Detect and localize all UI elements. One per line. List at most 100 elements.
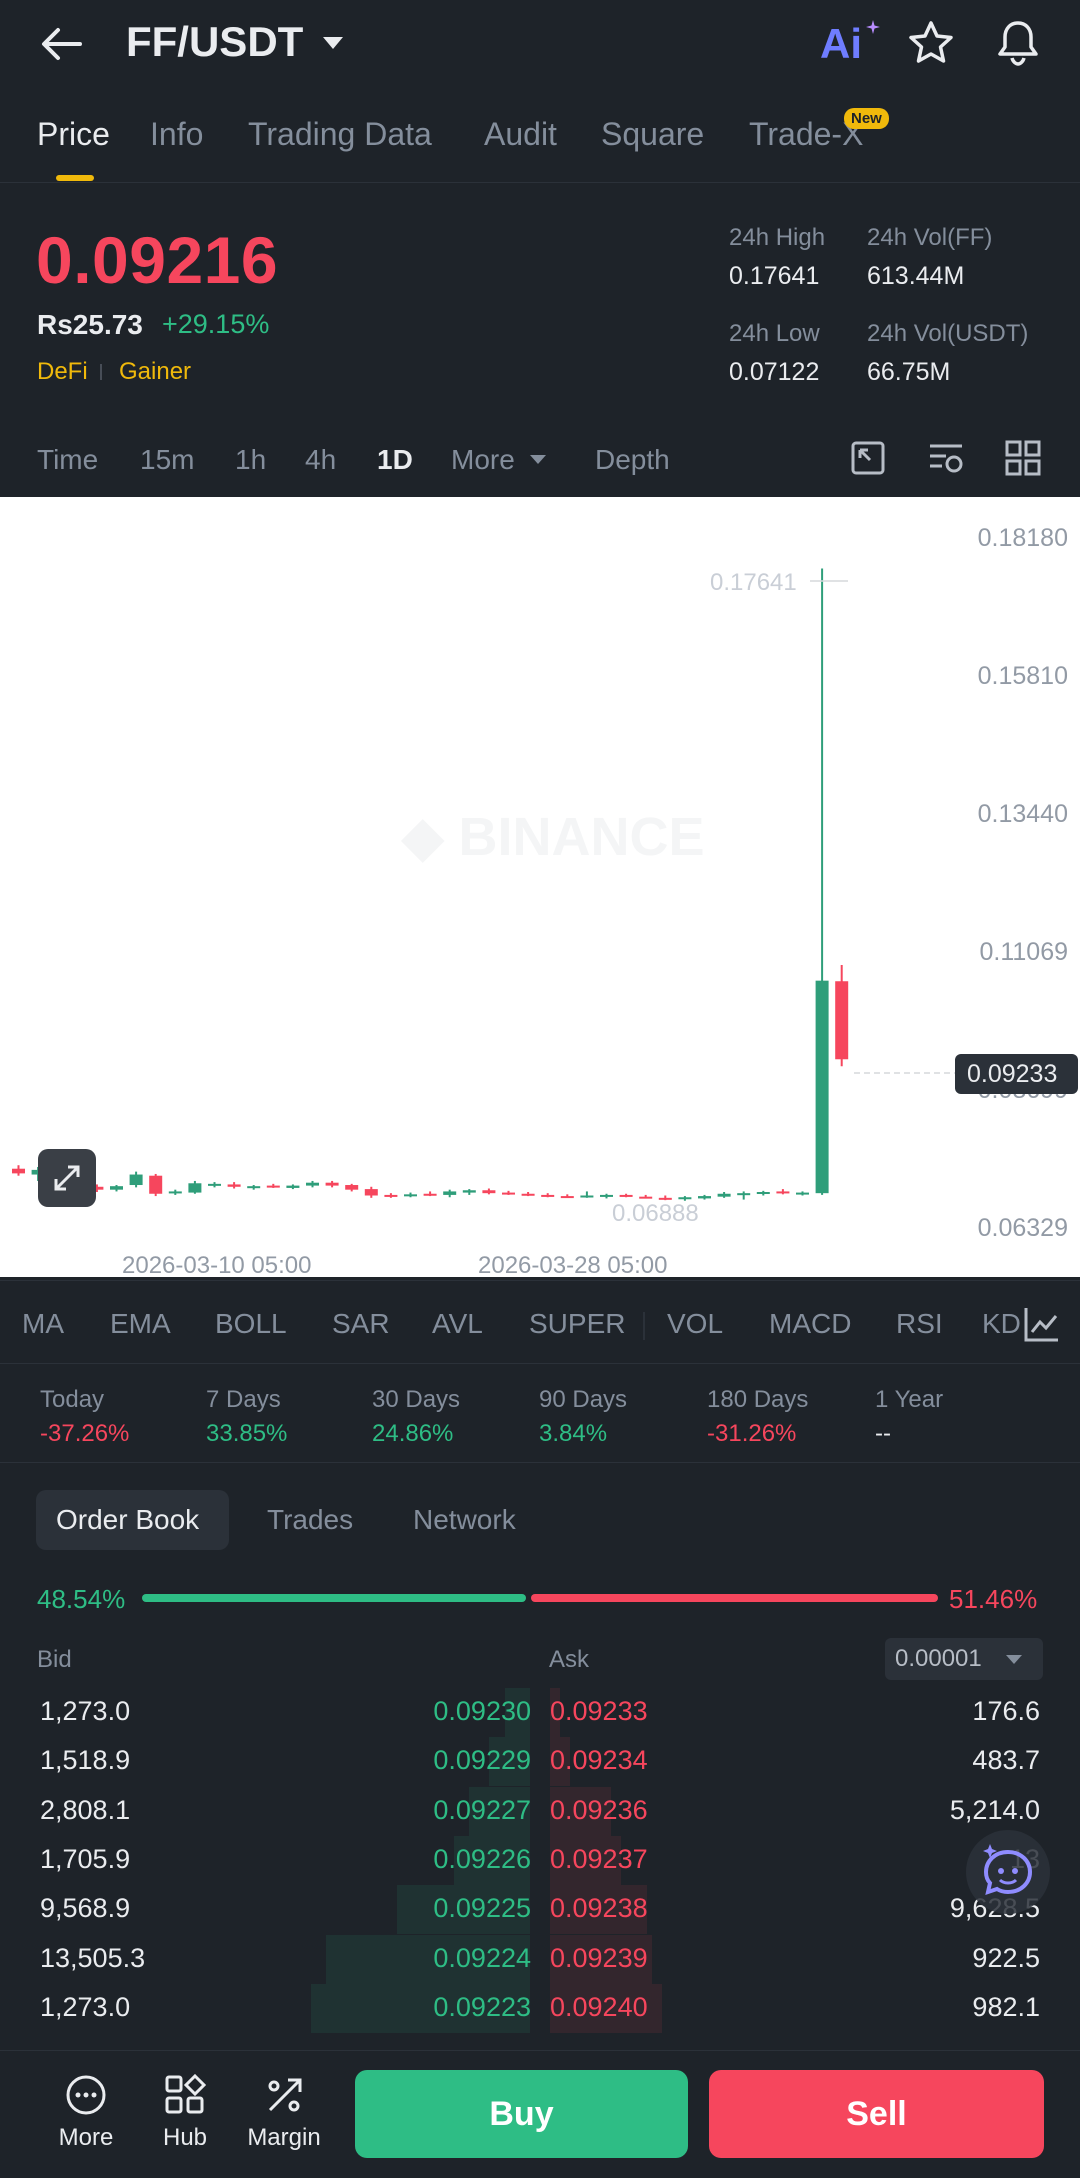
bid-price[interactable]: 0.09224 (433, 1942, 531, 1973)
precision-dropdown-icon (1006, 1655, 1022, 1664)
nav-more-label[interactable]: More (58, 2124, 114, 2151)
tab-order-book[interactable]: Order Book (56, 1504, 200, 1535)
indicator-boll[interactable]: BOLL (215, 1308, 287, 1339)
margin-icon[interactable] (264, 2074, 306, 2116)
perf-30d-label: 30 Days (372, 1386, 461, 1413)
candle-body (110, 1186, 123, 1190)
nav-hub-label[interactable]: Hub (162, 2124, 208, 2151)
more-icon[interactable] (65, 2074, 107, 2116)
back-arrow-icon[interactable] (40, 24, 84, 64)
pair-dropdown-icon[interactable] (322, 36, 344, 50)
candle-body (188, 1183, 202, 1193)
ask-price[interactable]: 0.09240 (550, 1991, 648, 2022)
indicator-ma[interactable]: MA (22, 1308, 64, 1339)
bid-price[interactable]: 0.09226 (433, 1843, 531, 1874)
orderbook-row[interactable]: 1,518.9 0.09229 0.09234 483.7 (0, 1737, 1080, 1787)
indicator-avl[interactable]: AVL (432, 1308, 483, 1339)
candlestick-chart[interactable]: 0.17641 0.06888 ◆ BINANCE 0.18180 0.15810… (0, 497, 1080, 1279)
bid-price[interactable]: 0.09227 (433, 1794, 531, 1825)
bid-quantity[interactable]: 13,505.3 (40, 1942, 146, 1973)
tab-trading-data[interactable]: Trading Data (248, 116, 432, 152)
bid-quantity[interactable]: 1,273.0 (40, 1696, 131, 1726)
ask-price[interactable]: 0.09233 (550, 1696, 648, 1726)
orderbook-row[interactable]: 1,273.0 0.09223 0.09240 982.1 (0, 1983, 1080, 2033)
buy-button[interactable]: Buy (355, 2070, 688, 2158)
favorite-star-icon[interactable] (908, 20, 954, 64)
candle-body (227, 1184, 241, 1187)
ask-quantity[interactable]: 982.1 (972, 1991, 1040, 2022)
bid-depth-bar (326, 1934, 530, 1984)
ask-quantity[interactable]: 176.6 (972, 1696, 1040, 1726)
current-price-tag: 0.09233 (955, 1054, 1078, 1094)
precision-select[interactable]: 0.00001 (885, 1638, 1043, 1680)
ask-quantity[interactable]: 483.7 (972, 1745, 1040, 1776)
bid-quantity[interactable]: 1,518.9 (40, 1745, 131, 1776)
hub-icon[interactable] (164, 2074, 206, 2116)
bid-price[interactable]: 0.09230 (433, 1696, 531, 1726)
timeframe-15m[interactable]: 15m (140, 444, 195, 475)
ask-quantity[interactable]: 922.5 (972, 1942, 1040, 1973)
pair-title[interactable]: FF/USDT (126, 18, 304, 65)
timeframe-4h[interactable]: 4h (305, 444, 337, 475)
bid-header: Bid (37, 1646, 72, 1673)
tab-info[interactable]: Info (150, 116, 204, 152)
indicator-settings-icon[interactable] (1022, 1304, 1062, 1344)
indicator-super[interactable]: SUPER (529, 1308, 626, 1339)
bid-quantity[interactable]: 9,568.9 (40, 1893, 131, 1924)
ask-quantity[interactable]: 5,214.0 (949, 1794, 1040, 1825)
grid-layout-icon[interactable] (1005, 440, 1041, 476)
orderbook-row[interactable]: 2,808.1 0.09227 0.09236 5,214.0 (0, 1786, 1080, 1836)
tag-defi[interactable]: DeFi (37, 358, 88, 385)
ask-price[interactable]: 0.09239 (550, 1942, 648, 1973)
candle-body (129, 1174, 143, 1186)
bid-quantity[interactable]: 1,273.0 (40, 1991, 131, 2022)
indicator-bar (0, 1280, 1080, 1364)
ask-price[interactable]: 0.09236 (550, 1794, 648, 1825)
candle-body (404, 1194, 417, 1197)
tab-price[interactable]: Price (37, 116, 110, 152)
orderbook-row[interactable]: 1,273.0 0.09230 0.09233 176.6 (0, 1688, 1080, 1737)
indicator-kd[interactable]: KD (982, 1308, 1021, 1339)
bid-quantity[interactable]: 2,808.1 (40, 1794, 131, 1825)
bid-depth-bar (453, 1835, 530, 1885)
indicator-sar[interactable]: SAR (332, 1308, 390, 1339)
bid-price[interactable]: 0.09229 (433, 1745, 531, 1776)
ai-assistant-icon[interactable]: Ai (820, 20, 862, 67)
ask-price[interactable]: 0.09237 (550, 1843, 648, 1874)
notification-bell-icon[interactable] (995, 18, 1041, 66)
bid-quantity[interactable]: 1,705.9 (40, 1843, 131, 1874)
candle-body (796, 1192, 809, 1195)
timeframe-time[interactable]: Time (37, 444, 99, 475)
chart-settings-icon[interactable] (927, 440, 965, 476)
timeframe-more[interactable]: More (451, 444, 515, 475)
indicator-ema[interactable]: EMA (110, 1308, 171, 1339)
tag-gainer[interactable]: Gainer (119, 358, 192, 385)
tab-square[interactable]: Square (601, 116, 705, 152)
ask-price[interactable]: 0.09234 (550, 1745, 648, 1776)
indicator-vol[interactable]: VOL (667, 1308, 724, 1339)
assistant-fab[interactable] (966, 1830, 1050, 1914)
timeframe-1d[interactable]: 1D (377, 444, 413, 475)
tab-audit[interactable]: Audit (484, 116, 557, 152)
timeframe-depth[interactable]: Depth (595, 444, 670, 475)
sell-button[interactable]: Sell (709, 2070, 1044, 2158)
indicator-macd[interactable]: MACD (769, 1308, 852, 1339)
tab-trades[interactable]: Trades (267, 1504, 354, 1535)
chart-svg[interactable]: 0.17641 0.06888 ◆ BINANCE 0.18180 0.15810… (0, 497, 1080, 1279)
candle-body (560, 1196, 574, 1199)
min-price-label: 0.06888 (612, 1200, 699, 1227)
candle-body (580, 1195, 594, 1198)
indicator-rsi[interactable]: RSI (896, 1308, 943, 1339)
ask-price[interactable]: 0.09238 (550, 1893, 648, 1924)
fullscreen-chart-icon[interactable] (850, 440, 886, 476)
more-dropdown-icon[interactable] (529, 454, 547, 465)
expand-chart-button[interactable] (38, 1149, 96, 1207)
tab-network[interactable]: Network (413, 1504, 516, 1535)
orderbook-row[interactable]: 13,505.3 0.09224 0.09239 922.5 (0, 1934, 1080, 1984)
timeframe-1h[interactable]: 1h (235, 444, 267, 475)
nav-margin-label[interactable]: Margin (247, 2124, 321, 2151)
bid-price[interactable]: 0.09225 (433, 1893, 531, 1924)
bid-price[interactable]: 0.09223 (433, 1991, 531, 2022)
